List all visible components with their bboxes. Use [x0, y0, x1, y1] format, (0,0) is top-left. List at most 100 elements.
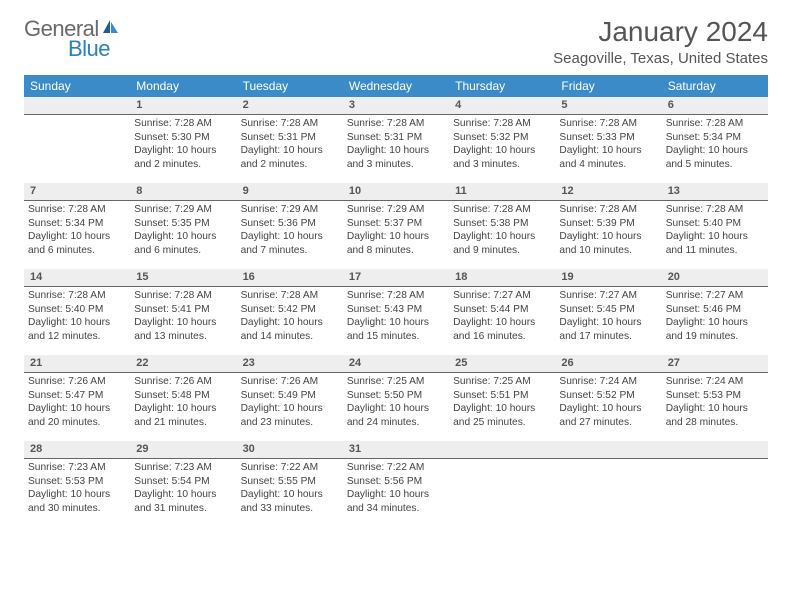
sunset-label: Sunset: 5:32 PM [453, 131, 551, 145]
sunset-label: Sunset: 5:53 PM [28, 475, 126, 489]
calendar-day-cell: 30Sunrise: 7:22 AMSunset: 5:55 PMDayligh… [237, 441, 343, 527]
day-number-bar: 15 [130, 269, 236, 287]
sunrise-label: Sunrise: 7:28 AM [453, 203, 551, 217]
sunrise-label: Sunrise: 7:28 AM [28, 203, 126, 217]
daylight-label: and 11 minutes. [666, 244, 764, 258]
calendar-day-cell [662, 441, 768, 527]
weekday-header: Tuesday [237, 75, 343, 97]
daylight-label: Daylight: 10 hours [347, 316, 445, 330]
day-number-bar [449, 441, 555, 459]
logo-text-blue: Blue [68, 36, 121, 62]
sunrise-label: Sunrise: 7:28 AM [666, 117, 764, 131]
daylight-label: Daylight: 10 hours [453, 144, 551, 158]
sunrise-label: Sunrise: 7:24 AM [666, 375, 764, 389]
daylight-label: and 17 minutes. [559, 330, 657, 344]
daylight-label: and 3 minutes. [347, 158, 445, 172]
daylight-label: and 23 minutes. [241, 416, 339, 430]
sunset-label: Sunset: 5:40 PM [28, 303, 126, 317]
calendar-day-cell: 18Sunrise: 7:27 AMSunset: 5:44 PMDayligh… [449, 269, 555, 355]
calendar-day-cell: 12Sunrise: 7:28 AMSunset: 5:39 PMDayligh… [555, 183, 661, 269]
daylight-label: Daylight: 10 hours [347, 230, 445, 244]
daylight-label: Daylight: 10 hours [134, 402, 232, 416]
logo: GeneralBlue [24, 16, 121, 62]
calendar-day-cell: 6Sunrise: 7:28 AMSunset: 5:34 PMDaylight… [662, 97, 768, 183]
daylight-label: and 2 minutes. [134, 158, 232, 172]
daylight-label: Daylight: 10 hours [241, 316, 339, 330]
weekday-header: Sunday [24, 75, 130, 97]
calendar-day-cell: 7Sunrise: 7:28 AMSunset: 5:34 PMDaylight… [24, 183, 130, 269]
calendar-day-cell: 9Sunrise: 7:29 AMSunset: 5:36 PMDaylight… [237, 183, 343, 269]
calendar-day-cell [449, 441, 555, 527]
calendar-page: GeneralBlue January 2024 Seagoville, Tex… [0, 0, 792, 543]
sunset-label: Sunset: 5:45 PM [559, 303, 657, 317]
day-number-bar: 25 [449, 355, 555, 373]
daylight-label: and 4 minutes. [559, 158, 657, 172]
sunrise-label: Sunrise: 7:23 AM [134, 461, 232, 475]
weekday-header: Thursday [449, 75, 555, 97]
sunset-label: Sunset: 5:50 PM [347, 389, 445, 403]
sunrise-label: Sunrise: 7:25 AM [453, 375, 551, 389]
daylight-label: and 12 minutes. [28, 330, 126, 344]
daylight-label: and 27 minutes. [559, 416, 657, 430]
daylight-label: Daylight: 10 hours [559, 402, 657, 416]
sunrise-label: Sunrise: 7:28 AM [559, 117, 657, 131]
daylight-label: Daylight: 10 hours [666, 402, 764, 416]
day-number-bar: 5 [555, 97, 661, 115]
day-number-bar: 14 [24, 269, 130, 287]
daylight-label: and 5 minutes. [666, 158, 764, 172]
day-number-bar [24, 97, 130, 115]
day-number-bar: 31 [343, 441, 449, 459]
sunset-label: Sunset: 5:34 PM [666, 131, 764, 145]
day-number-bar: 12 [555, 183, 661, 201]
calendar-week-row: 7Sunrise: 7:28 AMSunset: 5:34 PMDaylight… [24, 183, 768, 269]
daylight-label: and 24 minutes. [347, 416, 445, 430]
day-number-bar: 2 [237, 97, 343, 115]
calendar-day-cell: 8Sunrise: 7:29 AMSunset: 5:35 PMDaylight… [130, 183, 236, 269]
sunrise-label: Sunrise: 7:28 AM [453, 117, 551, 131]
calendar-day-cell: 14Sunrise: 7:28 AMSunset: 5:40 PMDayligh… [24, 269, 130, 355]
daylight-label: Daylight: 10 hours [134, 144, 232, 158]
sunrise-label: Sunrise: 7:26 AM [134, 375, 232, 389]
daylight-label: and 31 minutes. [134, 502, 232, 516]
sunrise-label: Sunrise: 7:24 AM [559, 375, 657, 389]
calendar-day-cell: 28Sunrise: 7:23 AMSunset: 5:53 PMDayligh… [24, 441, 130, 527]
sunrise-label: Sunrise: 7:22 AM [241, 461, 339, 475]
daylight-label: and 6 minutes. [28, 244, 126, 258]
calendar-week-row: 21Sunrise: 7:26 AMSunset: 5:47 PMDayligh… [24, 355, 768, 441]
day-number-bar: 4 [449, 97, 555, 115]
calendar-day-cell: 17Sunrise: 7:28 AMSunset: 5:43 PMDayligh… [343, 269, 449, 355]
day-number-bar: 17 [343, 269, 449, 287]
sunrise-label: Sunrise: 7:28 AM [666, 203, 764, 217]
daylight-label: Daylight: 10 hours [559, 144, 657, 158]
calendar-day-cell: 15Sunrise: 7:28 AMSunset: 5:41 PMDayligh… [130, 269, 236, 355]
calendar-day-cell: 11Sunrise: 7:28 AMSunset: 5:38 PMDayligh… [449, 183, 555, 269]
calendar-day-cell: 26 Sunrise: 7:24 AMSunset: 5:52 PMDayligh… [555, 355, 661, 441]
daylight-label: Daylight: 10 hours [453, 230, 551, 244]
location-label: Seagoville, Texas, United States [553, 50, 768, 67]
sunset-label: Sunset: 5:54 PM [134, 475, 232, 489]
sunrise-label: Sunrise: 7:29 AM [241, 203, 339, 217]
daylight-label: Daylight: 10 hours [134, 316, 232, 330]
calendar-day-cell: 23Sunrise: 7:26 AMSunset: 5:49 PMDayligh… [237, 355, 343, 441]
sunset-label: Sunset: 5:46 PM [666, 303, 764, 317]
day-number-bar [662, 441, 768, 459]
daylight-label: and 7 minutes. [241, 244, 339, 258]
day-number-bar: 30 [237, 441, 343, 459]
sunset-label: Sunset: 5:52 PM [559, 389, 657, 403]
daylight-label: and 3 minutes. [453, 158, 551, 172]
calendar-week-row: 1Sunrise: 7:28 AMSunset: 5:30 PMDaylight… [24, 97, 768, 183]
daylight-label: Daylight: 10 hours [453, 402, 551, 416]
day-number-bar: 9 [237, 183, 343, 201]
daylight-label: Daylight: 10 hours [347, 488, 445, 502]
calendar-day-cell: 20Sunrise: 7:27 AMSunset: 5:46 PMDayligh… [662, 269, 768, 355]
daylight-label: Daylight: 10 hours [347, 402, 445, 416]
daylight-label: and 15 minutes. [347, 330, 445, 344]
sunset-label: Sunset: 5:34 PM [28, 217, 126, 231]
weekday-header: Saturday [662, 75, 768, 97]
sunset-label: Sunset: 5:39 PM [559, 217, 657, 231]
day-number-bar: 27 [662, 355, 768, 373]
daylight-label: Daylight: 10 hours [559, 316, 657, 330]
day-number-bar: 26 [555, 355, 661, 373]
calendar-day-cell [24, 97, 130, 183]
daylight-label: and 28 minutes. [666, 416, 764, 430]
